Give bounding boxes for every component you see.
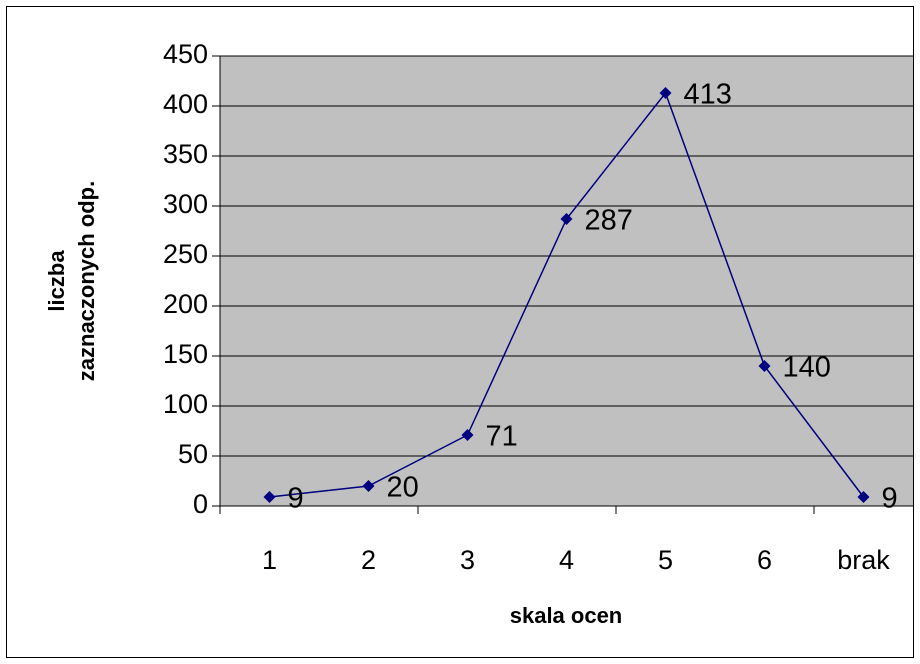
marker: [560, 213, 573, 225]
marker: [758, 360, 771, 372]
y-axis-title: liczba zaznaczonych odp.: [44, 181, 99, 381]
y-axis-title-line: zaznaczonych odp.: [74, 181, 99, 381]
x-axis-title: skala ocen: [510, 603, 623, 628]
data-label: 71: [486, 421, 518, 453]
y-tick-label: 300: [163, 189, 208, 219]
y-tick-label: 0: [193, 489, 208, 519]
y-tick-label: 50: [178, 439, 208, 469]
data-label: 9: [882, 483, 898, 515]
data-label: 140: [783, 352, 831, 384]
marker: [263, 491, 276, 503]
plot-background: [220, 56, 913, 506]
x-tick-label: 3: [460, 545, 475, 575]
x-tick-label: 6: [757, 545, 772, 575]
y-tick-label: 450: [163, 39, 208, 69]
marker: [659, 87, 672, 99]
x-tick-label: 4: [559, 545, 574, 575]
data-label: 287: [585, 205, 633, 237]
data-label: 9: [288, 483, 304, 515]
y-tick-label: 350: [163, 139, 208, 169]
x-tick-label: brak: [837, 545, 890, 575]
x-tick-label: 5: [658, 545, 673, 575]
data-label: 413: [684, 79, 732, 111]
x-tick-label: 2: [361, 545, 376, 575]
y-tick-label: 200: [163, 289, 208, 319]
x-tick-label: 1: [262, 545, 277, 575]
y-axis-title-line: liczba: [44, 250, 69, 312]
y-tick-label: 100: [163, 389, 208, 419]
data-label: 20: [387, 472, 419, 504]
y-tick-label: 150: [163, 339, 208, 369]
marker: [461, 429, 474, 441]
y-tick-label: 400: [163, 89, 208, 119]
marker: [857, 491, 870, 503]
marker: [362, 480, 375, 492]
y-tick-label: 250: [163, 239, 208, 269]
